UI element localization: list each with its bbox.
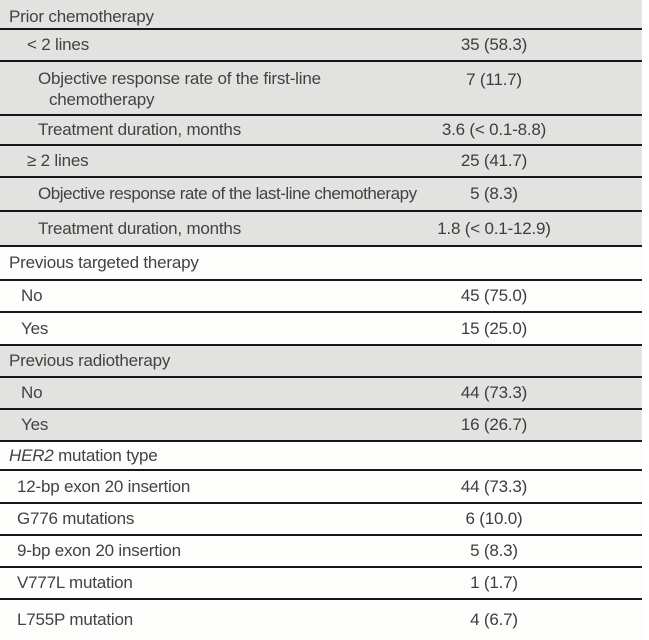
row-label: No xyxy=(21,286,43,305)
row-value: 5 (8.3) xyxy=(470,184,518,203)
table-row: 9-bp exon 20 insertion 5 (8.3) xyxy=(0,536,642,568)
table-row: G776 mutations 6 (10.0) xyxy=(0,504,642,536)
row-value: 1 (1.7) xyxy=(470,573,518,592)
row-value: 35 (58.3) xyxy=(460,35,528,54)
row-label: No xyxy=(21,383,43,402)
row-value: 1.8 (< 0.1-12.9) xyxy=(437,218,551,238)
row-label-line1: Objective response rate of the first-lin… xyxy=(38,69,321,88)
row-value: 6 (10.0) xyxy=(465,509,523,528)
table-row: Treatment duration, months 3.6 (< 0.1-8.… xyxy=(0,116,642,146)
row-label: Yes xyxy=(21,415,49,434)
section-header-row: Previous targeted therapy xyxy=(0,247,642,281)
table-row: L755P mutation 4 (6.7) xyxy=(0,600,642,640)
table-row: No 44 (73.3) xyxy=(0,378,642,410)
row-label: G776 mutations xyxy=(17,509,135,528)
section-header-row: Previous radiotherapy xyxy=(0,346,642,378)
row-value: 44 (73.3) xyxy=(460,476,528,496)
table-row: < 2 lines 35 (58.3) xyxy=(0,30,642,62)
row-label: Treatment duration, months xyxy=(38,218,241,238)
row-value: 3.6 (< 0.1-8.8) xyxy=(441,120,547,139)
table-row: Objective response rate of the last-line… xyxy=(0,178,642,212)
table-row: No 45 (75.0) xyxy=(0,281,642,313)
row-label: L755P mutation xyxy=(17,610,133,629)
section-header-label: HER2 mutation type xyxy=(0,446,346,466)
row-label: 9-bp exon 20 insertion xyxy=(17,541,181,560)
row-value: 7 (11.7) xyxy=(466,70,522,89)
row-label: Treatment duration, months xyxy=(38,120,241,139)
table-row: Treatment duration, months 1.8 (< 0.1-12… xyxy=(0,212,642,247)
row-value: 25 (41.7) xyxy=(460,151,528,170)
section-header-label: Previous targeted therapy xyxy=(9,253,199,272)
row-value: 4 (6.7) xyxy=(470,610,518,629)
row-value: 45 (75.0) xyxy=(460,286,528,305)
table-row: ≥ 2 lines 25 (41.7) xyxy=(0,146,642,178)
row-label: Yes xyxy=(21,318,49,338)
row-label: Objective response rate of the last-line… xyxy=(38,184,417,203)
row-value: 16 (26.7) xyxy=(460,415,528,434)
row-label: 12-bp exon 20 insertion xyxy=(17,476,191,496)
table-row: Objective response rate of the first-lin… xyxy=(0,62,642,116)
gene-name-italic: HER2 xyxy=(9,445,54,465)
section-header-label-text: mutation type xyxy=(53,445,158,465)
row-label: Objective response rate of the first-lin… xyxy=(0,62,346,110)
table-row: Yes 16 (26.7) xyxy=(0,410,642,442)
row-label: ≥ 2 lines xyxy=(27,151,89,170)
table-row: Yes 15 (25.0) xyxy=(0,313,642,346)
row-value: 44 (73.3) xyxy=(460,383,528,402)
table-row: 12-bp exon 20 insertion 44 (73.3) xyxy=(0,471,642,504)
row-value: 15 (25.0) xyxy=(460,318,528,338)
row-label-line2: chemotherapy xyxy=(49,90,155,109)
section-header-label: Prior chemotherapy xyxy=(9,6,154,26)
row-label: < 2 lines xyxy=(27,35,89,54)
section-header-row: HER2 mutation type xyxy=(0,442,642,471)
section-header-label: Previous radiotherapy xyxy=(9,351,171,370)
table-row: V777L mutation 1 (1.7) xyxy=(0,568,642,600)
row-value: 5 (8.3) xyxy=(470,541,518,560)
row-label: V777L mutation xyxy=(17,573,133,592)
section-header-row: Prior chemotherapy xyxy=(0,0,642,30)
